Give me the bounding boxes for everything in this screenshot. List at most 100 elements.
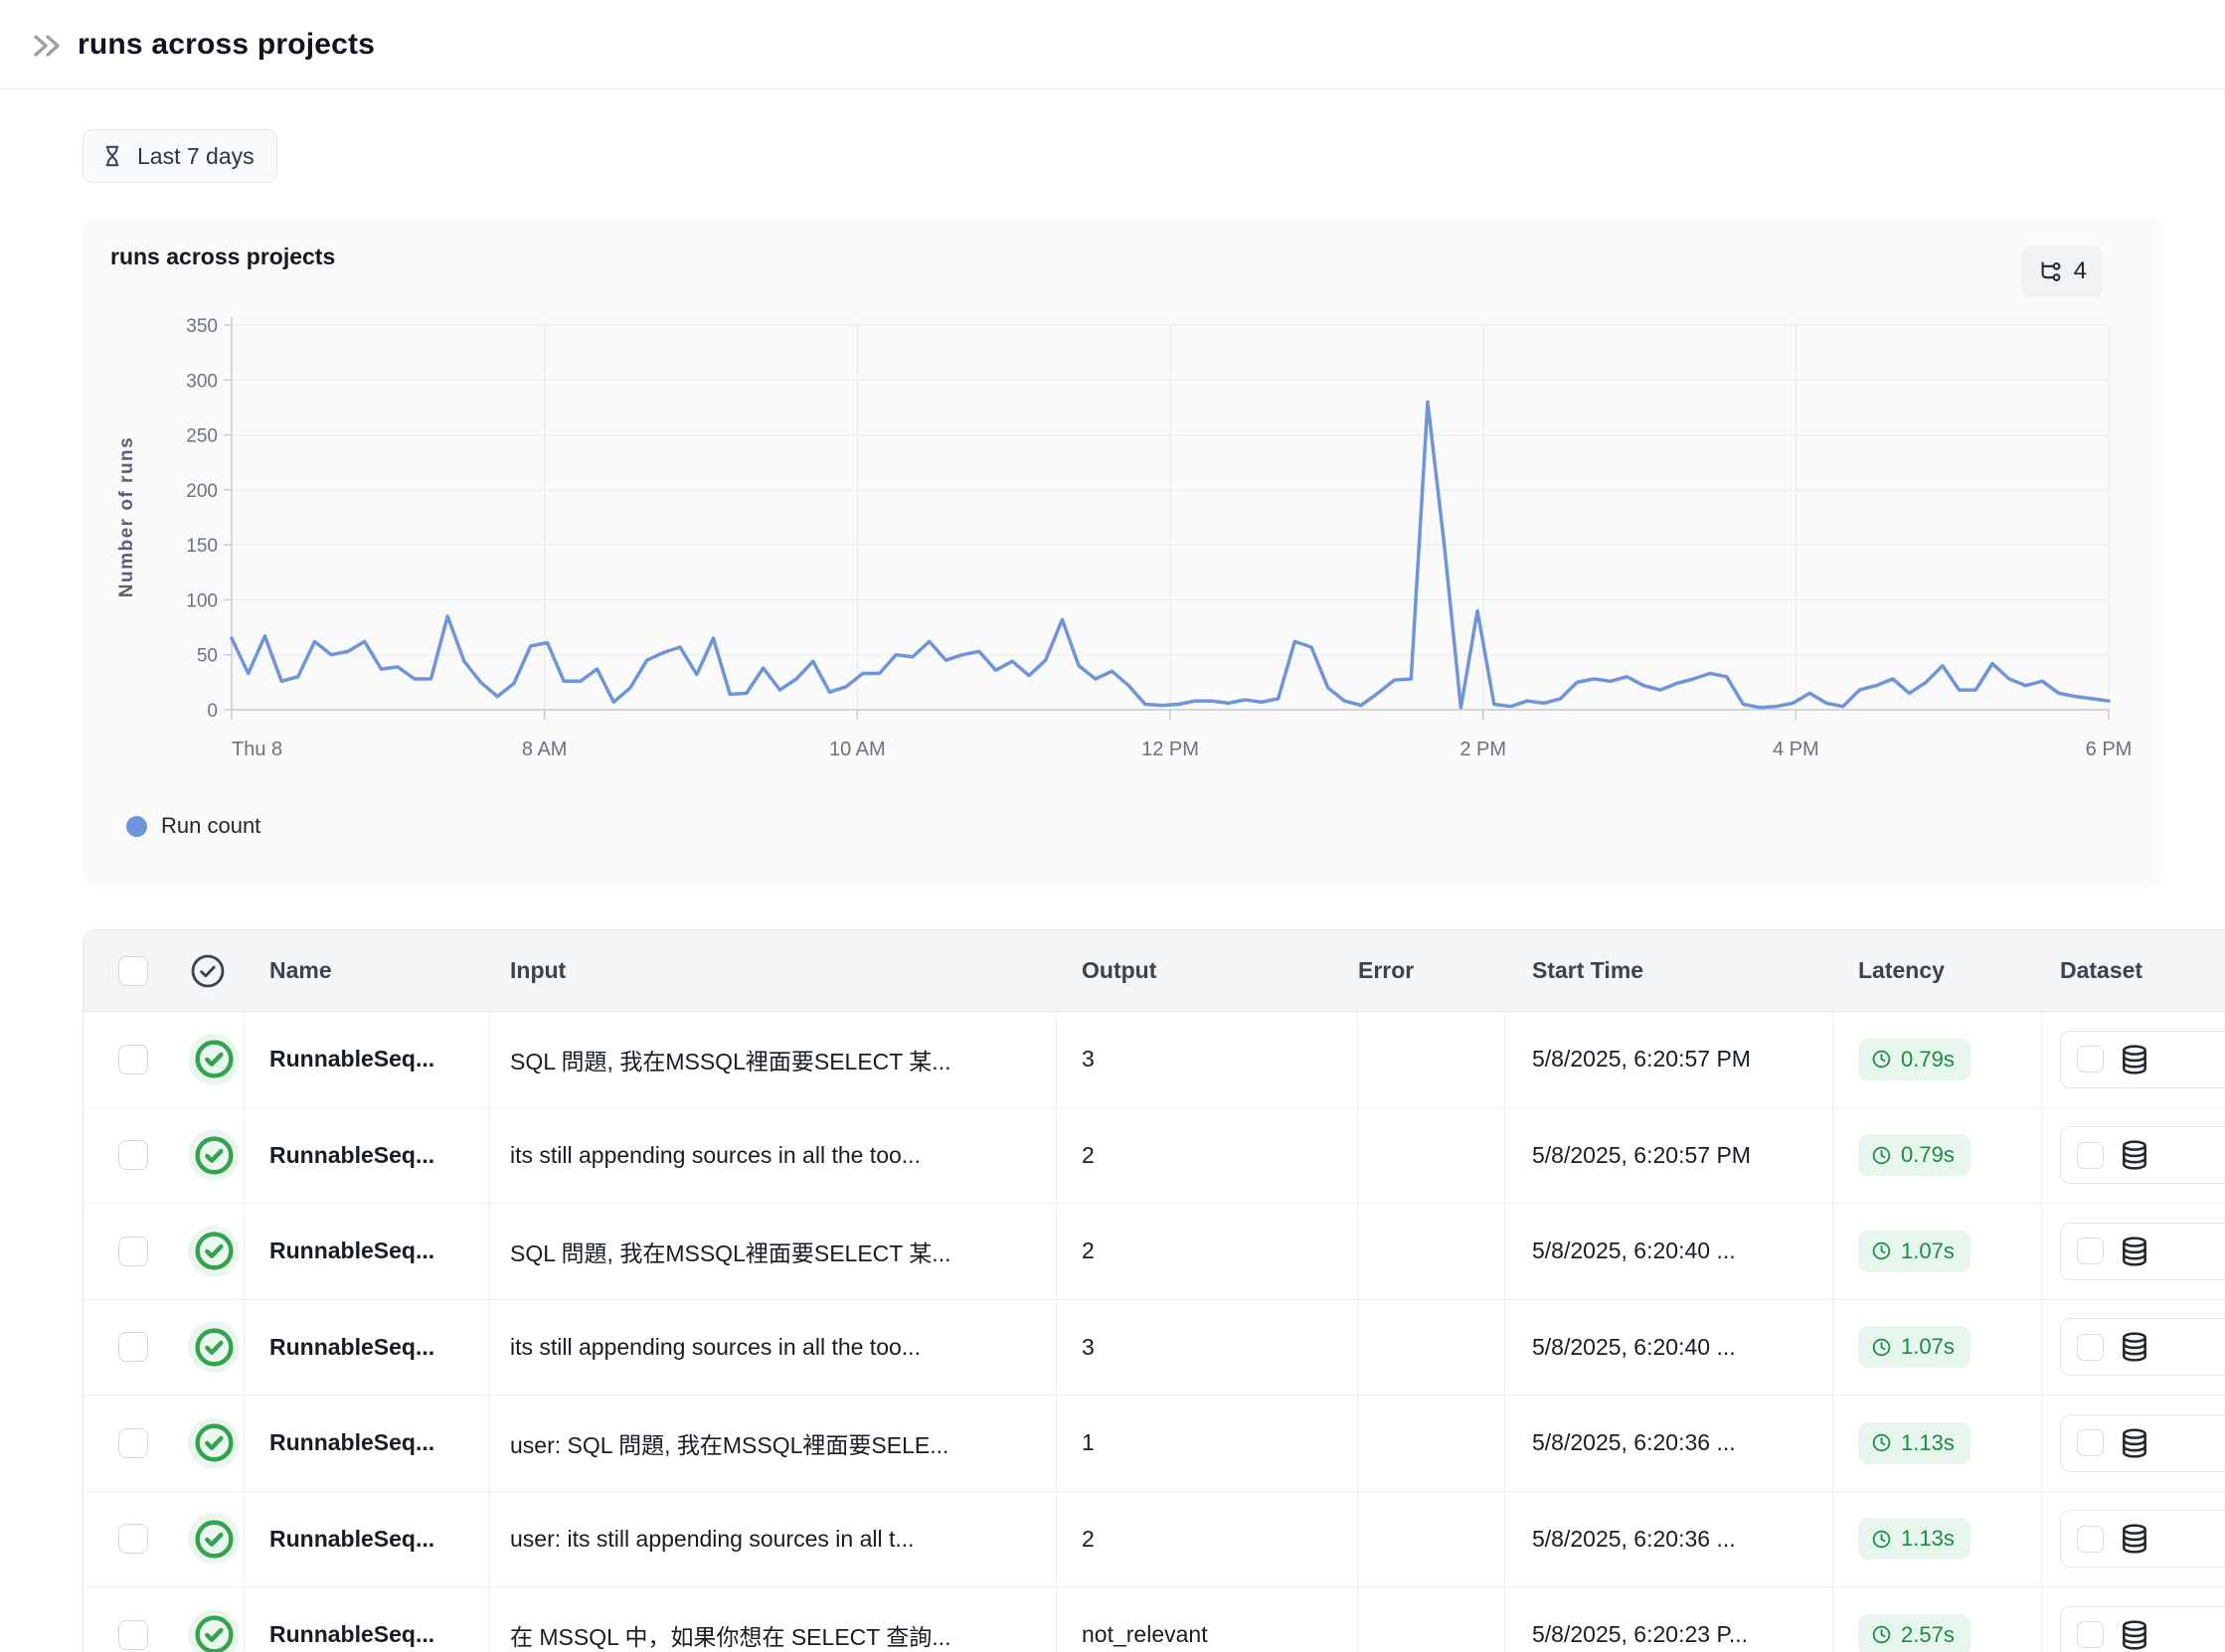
table-row[interactable]: RunnableSeq... 在 MSSQL 中，如果你想在 SELECT 查詢…: [84, 1587, 2225, 1652]
run-input[interactable]: user: SQL 問題, 我在MSSQL裡面要SELE...: [490, 1396, 1057, 1491]
table-row[interactable]: RunnableSeq... SQL 問題, 我在MSSQL裡面要SELECT …: [84, 1204, 2225, 1300]
row-checkbox[interactable]: [118, 1332, 148, 1363]
add-to-dataset-button[interactable]: [2060, 1318, 2225, 1377]
run-error: [1358, 1396, 1505, 1491]
run-input[interactable]: SQL 問題, 我在MSSQL裡面要SELECT 某...: [490, 1204, 1057, 1299]
run-output[interactable]: 3: [1057, 1299, 1358, 1395]
status-success-icon: [188, 1608, 240, 1652]
run-input[interactable]: its still appending sources in all the t…: [490, 1107, 1057, 1203]
clock-icon: [1872, 1242, 1891, 1260]
status-success-icon: [188, 1513, 240, 1566]
time-filter-button[interactable]: Last 7 days: [83, 129, 277, 183]
table-header-row: Name Input Output Error Start Time Laten…: [84, 930, 2225, 1012]
run-name[interactable]: RunnableSeq...: [245, 1204, 490, 1299]
run-error: [1358, 1491, 1505, 1586]
add-to-dataset-button[interactable]: [2060, 1222, 2225, 1280]
run-output[interactable]: 2: [1057, 1491, 1358, 1586]
svg-text:Thu 8: Thu 8: [232, 739, 282, 760]
svg-text:350: 350: [186, 316, 218, 337]
database-icon: [2123, 1428, 2146, 1458]
row-checkbox[interactable]: [118, 1427, 148, 1458]
database-icon: [2123, 1140, 2146, 1170]
run-start-time: 5/8/2025, 6:20:36 ...: [1505, 1491, 1833, 1586]
add-to-dataset-button[interactable]: [2060, 1030, 2225, 1088]
row-checkbox[interactable]: [118, 1524, 148, 1555]
column-header-dataset[interactable]: Dataset: [2060, 957, 2143, 983]
row-checkbox[interactable]: [118, 1140, 148, 1171]
run-start-time: 5/8/2025, 6:20:57 PM: [1505, 1107, 1833, 1203]
tree-icon: [2041, 260, 2061, 281]
trace-count-value: 4: [2073, 257, 2087, 284]
row-checkbox[interactable]: [118, 1619, 148, 1650]
svg-text:150: 150: [186, 536, 218, 557]
svg-text:10 AM: 10 AM: [829, 739, 886, 760]
clock-icon: [1872, 1530, 1891, 1548]
time-filter-label: Last 7 days: [137, 142, 255, 169]
select-all-checkbox[interactable]: [118, 955, 148, 986]
status-success-icon: [188, 1416, 240, 1469]
chart-legend: Run count: [126, 813, 2135, 839]
dataset-checkbox[interactable]: [2077, 1046, 2104, 1074]
add-to-dataset-button[interactable]: [2060, 1605, 2225, 1652]
collapse-sidebar-icon[interactable]: [28, 25, 68, 65]
table-row[interactable]: RunnableSeq... user: SQL 問題, 我在MSSQL裡面要S…: [84, 1396, 2225, 1492]
latency-badge: 1.13s: [1858, 1518, 1970, 1561]
svg-text:100: 100: [186, 590, 218, 611]
chart-tick-labels: 0 50 100 150 200 250 300 350 Thu 8 8 AM 10 AM 12 PM…: [186, 316, 2132, 760]
run-output[interactable]: not_relevant: [1057, 1587, 1358, 1652]
run-output[interactable]: 2: [1057, 1107, 1358, 1203]
y-axis-title: Number of runs: [116, 436, 137, 597]
run-start-time: 5/8/2025, 6:20:57 PM: [1505, 1012, 1833, 1107]
dataset-checkbox[interactable]: [2077, 1429, 2104, 1457]
column-header-error[interactable]: Error: [1358, 957, 1415, 983]
svg-text:8 AM: 8 AM: [522, 739, 568, 760]
add-to-dataset-button[interactable]: [2060, 1126, 2225, 1185]
run-name[interactable]: RunnableSeq...: [245, 1587, 490, 1652]
runs-table: Name Input Output Error Start Time Laten…: [83, 929, 2225, 1652]
chart-axes: [224, 317, 2110, 720]
dataset-checkbox[interactable]: [2077, 1238, 2104, 1265]
table-row[interactable]: RunnableSeq... user: its still appending…: [84, 1491, 2225, 1587]
run-name[interactable]: RunnableSeq...: [245, 1107, 490, 1203]
run-name[interactable]: RunnableSeq...: [245, 1491, 490, 1586]
dataset-checkbox[interactable]: [2077, 1141, 2104, 1169]
dataset-checkbox[interactable]: [2077, 1621, 2104, 1649]
run-start-time: 5/8/2025, 6:20:23 P...: [1505, 1587, 1833, 1652]
run-input[interactable]: user: its still appending sources in all…: [490, 1491, 1057, 1586]
chart-gridlines: [232, 324, 2110, 711]
run-name[interactable]: RunnableSeq...: [245, 1299, 490, 1395]
run-input[interactable]: 在 MSSQL 中，如果你想在 SELECT 查詢...: [490, 1587, 1057, 1652]
status-success-icon: [188, 1129, 240, 1182]
run-output[interactable]: 2: [1057, 1204, 1358, 1299]
dataset-checkbox[interactable]: [2077, 1333, 2104, 1361]
add-to-dataset-button[interactable]: [2060, 1510, 2225, 1569]
row-checkbox[interactable]: [118, 1236, 148, 1266]
run-input[interactable]: its still appending sources in all the t…: [490, 1299, 1057, 1395]
status-success-icon: [188, 1225, 240, 1277]
table-row[interactable]: RunnableSeq... its still appending sourc…: [84, 1299, 2225, 1396]
column-header-latency[interactable]: Latency: [1858, 957, 1945, 983]
run-output[interactable]: 3: [1057, 1012, 1358, 1107]
table-row[interactable]: RunnableSeq... its still appending sourc…: [84, 1107, 2225, 1204]
row-checkbox[interactable]: [118, 1044, 148, 1074]
run-input[interactable]: SQL 問題, 我在MSSQL裡面要SELECT 某...: [490, 1012, 1057, 1107]
run-name[interactable]: RunnableSeq...: [245, 1012, 490, 1107]
database-icon: [2123, 1620, 2146, 1650]
dataset-checkbox[interactable]: [2077, 1525, 2104, 1553]
table-row[interactable]: RunnableSeq... SQL 問題, 我在MSSQL裡面要SELECT …: [84, 1012, 2225, 1108]
column-header-name[interactable]: Name: [269, 957, 332, 983]
add-to-dataset-button[interactable]: [2060, 1413, 2225, 1472]
run-start-time: 5/8/2025, 6:20:40 ...: [1505, 1299, 1833, 1395]
trace-count-badge[interactable]: 4: [2020, 246, 2103, 297]
svg-text:50: 50: [197, 646, 218, 667]
runs-line-chart[interactable]: 0 50 100 150 200 250 300 350 Thu 8 8 AM 10 AM 12 PM…: [110, 302, 2135, 799]
column-header-output[interactable]: Output: [1082, 957, 1157, 983]
column-header-start-time[interactable]: Start Time: [1532, 957, 1644, 983]
latency-badge: 0.79s: [1858, 1134, 1970, 1177]
run-output[interactable]: 1: [1057, 1396, 1358, 1491]
database-icon: [2123, 1524, 2146, 1554]
column-header-input[interactable]: Input: [510, 957, 567, 983]
table-body: RunnableSeq... SQL 問題, 我在MSSQL裡面要SELECT …: [84, 1012, 2225, 1652]
chart-card: runs across projects 4 0 50 100 150 200 250 30…: [83, 218, 2162, 887]
run-name[interactable]: RunnableSeq...: [245, 1396, 490, 1491]
